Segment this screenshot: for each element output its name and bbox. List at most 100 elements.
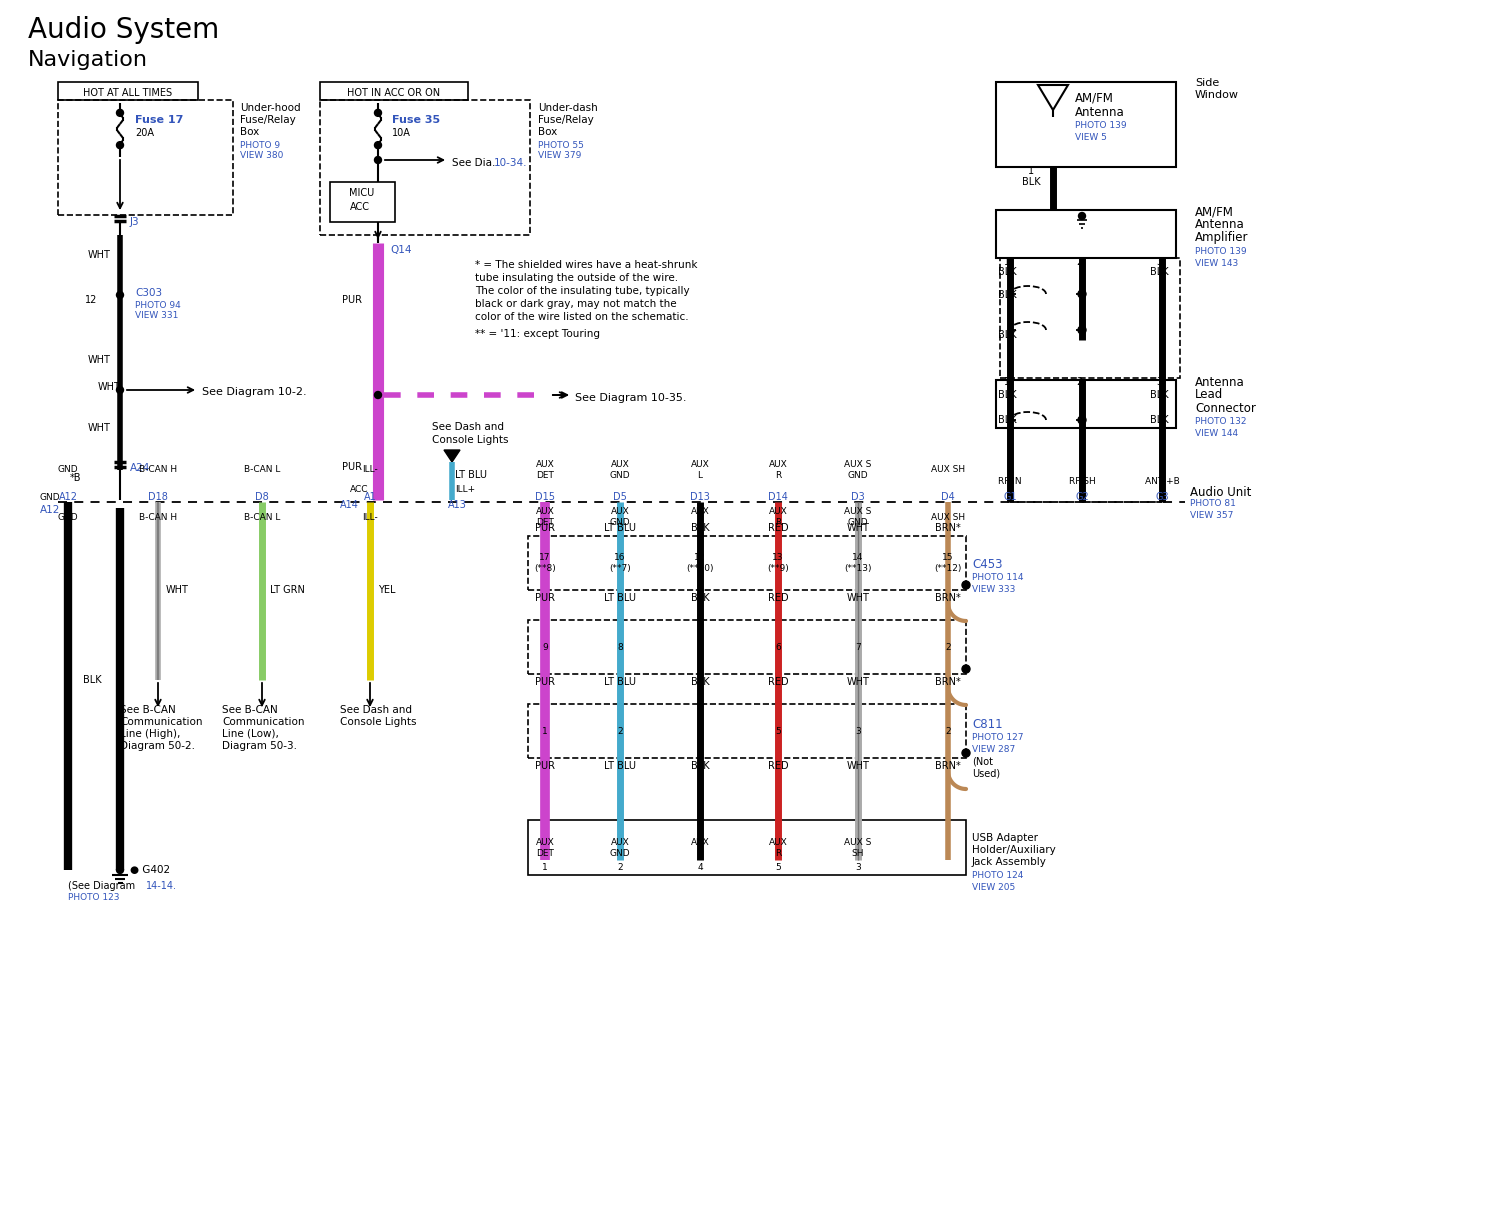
Text: PHOTO 127: PHOTO 127: [973, 733, 1023, 741]
Circle shape: [117, 386, 124, 394]
Circle shape: [117, 291, 124, 298]
Text: Fuse/Relay: Fuse/Relay: [538, 115, 593, 125]
Text: PHOTO 139: PHOTO 139: [1195, 247, 1246, 257]
Text: GND: GND: [58, 466, 78, 475]
Text: VIEW 143: VIEW 143: [1195, 259, 1239, 269]
Text: RF IN: RF IN: [998, 477, 1022, 487]
Text: PUR: PUR: [535, 593, 554, 603]
Text: BLK: BLK: [998, 290, 1016, 300]
Text: 9: 9: [542, 642, 548, 652]
Bar: [999, 258, 1180, 378]
Text: 16
(**7): 16 (**7): [610, 553, 630, 572]
Text: 4: 4: [698, 863, 702, 872]
Text: ILL+: ILL+: [456, 486, 475, 494]
Text: 2: 2: [1076, 377, 1082, 386]
Circle shape: [375, 142, 381, 149]
Bar: [996, 82, 1176, 168]
Text: HOT IN ACC OR ON: HOT IN ACC OR ON: [348, 88, 441, 98]
Text: D13: D13: [690, 492, 710, 501]
Text: 15
(**12): 15 (**12): [934, 553, 962, 572]
Text: C303: C303: [134, 287, 163, 298]
Text: HOT AT ALL TIMES: HOT AT ALL TIMES: [84, 88, 173, 98]
Text: WHT: WHT: [88, 355, 111, 364]
Text: RED: RED: [768, 593, 789, 603]
Circle shape: [117, 867, 124, 873]
Text: AUX SH: AUX SH: [931, 512, 965, 521]
Text: 12: 12: [85, 295, 97, 305]
Text: AUX
R: AUX R: [768, 508, 787, 527]
Text: D14: D14: [768, 492, 787, 501]
Text: 1: 1: [1004, 257, 1010, 267]
Text: Communication: Communication: [120, 717, 203, 726]
Text: 2: 2: [946, 642, 950, 652]
Text: color of the wire listed on the schematic.: color of the wire listed on the schemati…: [475, 312, 689, 322]
Text: AUX
GND: AUX GND: [610, 838, 630, 857]
Text: D8: D8: [255, 492, 269, 501]
Text: BLK: BLK: [1150, 415, 1168, 426]
Bar: [320, 82, 468, 100]
Text: RED: RED: [768, 761, 789, 770]
Text: 20A: 20A: [134, 128, 154, 138]
Text: PUR: PUR: [342, 295, 362, 305]
Text: A24: A24: [130, 464, 151, 473]
Text: The color of the insulating tube, typically: The color of the insulating tube, typica…: [475, 286, 690, 296]
Text: A1: A1: [363, 492, 376, 501]
Text: VIEW 331: VIEW 331: [134, 311, 178, 319]
Text: Antenna: Antenna: [1076, 105, 1125, 119]
Text: BLK: BLK: [998, 390, 1016, 400]
Polygon shape: [444, 450, 460, 462]
Text: G3: G3: [1155, 492, 1168, 501]
Text: AUX S
GND: AUX S GND: [844, 508, 871, 527]
Circle shape: [117, 109, 124, 116]
Bar: [996, 210, 1176, 258]
Text: BLK: BLK: [690, 523, 710, 533]
Text: B-CAN H: B-CAN H: [139, 466, 178, 475]
Text: Under-dash: Under-dash: [538, 103, 598, 113]
Text: RED: RED: [768, 678, 789, 687]
Circle shape: [962, 665, 970, 673]
Text: 14
(**13): 14 (**13): [844, 553, 872, 572]
Text: Used): Used): [973, 769, 999, 779]
Text: BRN*: BRN*: [935, 523, 961, 533]
Text: VIEW 287: VIEW 287: [973, 745, 1016, 753]
Text: 2: 2: [617, 726, 623, 735]
Text: VIEW 205: VIEW 205: [973, 883, 1016, 893]
Text: G1: G1: [1002, 492, 1017, 501]
Text: LT BLU: LT BLU: [456, 470, 487, 479]
Text: VIEW 357: VIEW 357: [1191, 510, 1234, 520]
Text: *B: *B: [70, 473, 82, 483]
Text: Jack Assembly: Jack Assembly: [973, 857, 1047, 867]
Text: See B-CAN: See B-CAN: [223, 704, 278, 715]
Text: WHT: WHT: [88, 249, 111, 260]
Circle shape: [962, 581, 970, 589]
Text: Navigation: Navigation: [28, 50, 148, 70]
Text: VIEW 144: VIEW 144: [1195, 429, 1239, 439]
Text: Box: Box: [538, 127, 557, 137]
Text: Amplifier: Amplifier: [1195, 231, 1249, 245]
Text: AUX SH: AUX SH: [931, 466, 965, 475]
Bar: [330, 182, 394, 223]
Text: 2: 2: [946, 726, 950, 735]
Bar: [527, 536, 967, 589]
Text: 1: 1: [1028, 166, 1034, 176]
Text: WHT: WHT: [847, 593, 870, 603]
Text: 2: 2: [1076, 257, 1082, 267]
Text: 12
(**10): 12 (**10): [686, 553, 714, 572]
Text: black or dark gray, may not match the: black or dark gray, may not match the: [475, 298, 677, 309]
Text: A12: A12: [58, 492, 78, 501]
Text: LT GRN: LT GRN: [270, 585, 305, 596]
Text: ** = '11: except Touring: ** = '11: except Touring: [475, 329, 601, 339]
Text: WHT: WHT: [99, 382, 121, 393]
Text: AUX
GND: AUX GND: [610, 508, 630, 527]
Text: Diagram 50-3.: Diagram 50-3.: [223, 741, 297, 751]
Circle shape: [962, 748, 970, 757]
Text: B-CAN L: B-CAN L: [244, 512, 281, 521]
Text: 5: 5: [775, 863, 781, 872]
Bar: [527, 704, 967, 758]
Text: BLK: BLK: [690, 761, 710, 770]
Text: Fuse 35: Fuse 35: [391, 115, 441, 125]
Text: Audio System: Audio System: [28, 16, 220, 44]
Text: D3: D3: [852, 492, 865, 501]
Text: 1: 1: [1004, 377, 1010, 386]
Text: See B-CAN: See B-CAN: [120, 704, 176, 715]
